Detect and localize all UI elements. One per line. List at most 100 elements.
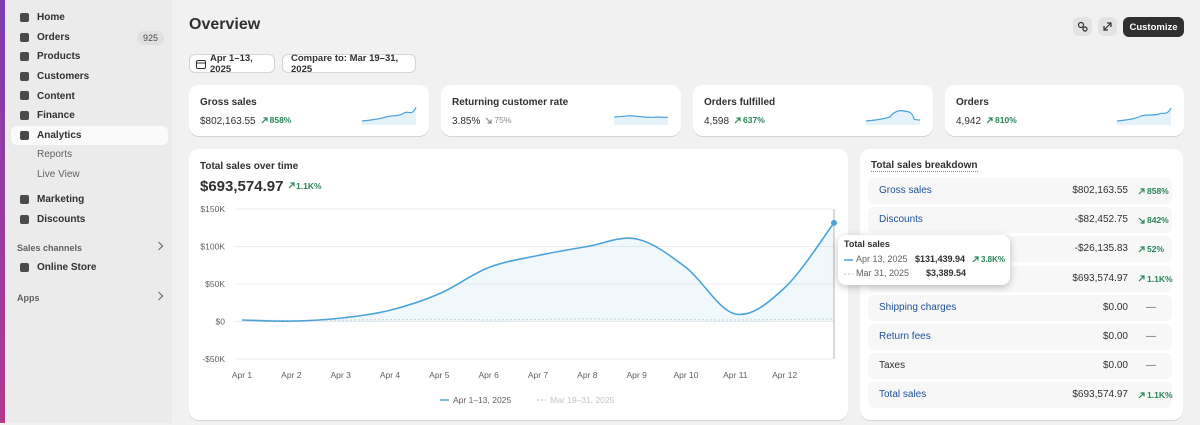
nav-item[interactable]: Orders 925 [11,28,168,48]
nav-icon [20,71,29,81]
sparkline-area [1117,108,1171,125]
metric-value: 4,598 637% [704,115,765,127]
change-value: 858% [1147,186,1169,196]
date-filter[interactable]: Apr 1–13, 2025 [189,52,275,75]
x-tick-label: Apr 10 [673,370,698,380]
nav-label: Content [37,90,75,102]
chart-change: 1.1K% [288,181,322,191]
breakdown-row[interactable]: Discounts -$82,452.75 842% [868,207,1172,234]
breakdown-dash: — [1146,360,1156,372]
section-title[interactable]: Apps [11,288,168,308]
nav-item[interactable]: Analytics [11,125,168,146]
sidebar: Home Orders 925 Products Customers Content Fin… [5,0,172,423]
change-value: 3.8K% [981,255,1006,264]
sparkline-line [866,110,921,122]
nav-label: Marketing [37,194,85,206]
x-tick-label: Apr 6 [479,370,500,380]
metric-card[interactable]: Gross sales $802,163.55 858% [189,85,429,136]
arrow-shape [1138,392,1145,399]
chart-total: $693,574.97 [200,178,283,195]
tooltip-title: Total sales [844,239,890,249]
section-title[interactable]: Sales channels [11,238,168,258]
tooltip-date: Apr 13, 2025 [856,254,908,264]
metric-label: Returning customer rate [452,97,569,108]
area [242,222,834,322]
metric-card[interactable]: Orders fulfilled 4,598 637% [693,85,933,136]
nav-item[interactable]: Finance [11,106,168,126]
tooltip-value: $3,389.54 [926,268,967,278]
breakdown-row[interactable]: Total sales $693,574.97 1.1K% [868,382,1173,409]
sparkline-line [1117,107,1172,122]
nav-icon [20,13,29,22]
expand-button[interactable] [1098,17,1117,36]
x-tick-label: Apr 1 [232,370,253,380]
breakdown-label[interactable]: Total sales [879,389,927,401]
nav-item[interactable]: Online Store [11,258,168,278]
breakdown-row[interactable]: Shipping charges $0.00 — [868,294,1172,321]
nav-subitem[interactable]: Live View [37,169,80,181]
customize-button[interactable]: Customize [1123,17,1184,37]
nav-item[interactable]: Products [11,47,168,67]
breakdown-row: Taxes $0.00 — [868,353,1172,380]
breakdown-value: $693,574.97 [1072,272,1128,284]
metric-number: 4,942 [956,115,982,127]
metric-card[interactable]: Returning customer rate 3.85% 75% [441,85,681,136]
breakdown-card: Total sales breakdown Gross sales $802,16… [860,149,1183,420]
breakdown-value: $0.00 [1102,301,1128,313]
nav-item[interactable]: Content [11,86,168,106]
nav-item[interactable]: Discounts [11,210,168,230]
metric-label: Gross sales [200,97,257,108]
arrow-shape [734,116,741,123]
breakdown-label[interactable]: Return fees [879,331,931,342]
trend-arrow [1138,275,1145,282]
change: 1.1K% [1138,390,1173,400]
compare-filter[interactable]: Compare to: Mar 19–31, 2025 [282,53,416,75]
x-tick-label: Apr 3 [331,370,352,380]
sparkline-line [614,115,669,119]
y-tick-label: $50K [205,279,225,289]
line [241,318,835,321]
change-value: 637% [743,115,765,125]
metric-value: 4,942 810% [956,115,1017,127]
breakdown-label[interactable]: Shipping charges [879,301,957,313]
breakdown-row[interactable]: Return fees $0.00 — [868,324,1172,350]
nav-icon [20,32,29,42]
nav-item[interactable]: Customers [11,67,168,87]
metric-card[interactable]: Orders 4,942 810% [945,85,1184,136]
change: 637% [734,115,765,125]
change-value: 1.1K% [1147,273,1173,284]
breakdown-label: Taxes [879,360,906,372]
nav-icon [20,130,29,140]
nav-label: Home [37,12,65,24]
y-tick-label: $100K [200,242,225,252]
nav-item[interactable]: Marketing [11,190,168,210]
icon-button[interactable] [1073,17,1092,36]
breakdown-row[interactable]: Gross sales $802,163.55 858% [868,178,1172,204]
nav-label: Online Store [37,262,97,274]
change: 842% [1138,215,1169,225]
x-tick-label: Apr 11 [723,370,748,380]
trend-arrow [1138,187,1145,194]
sparkline-area [362,107,416,125]
nav-subitem[interactable]: Reports [37,149,73,161]
legend-label: Apr 1–13, 2025 [453,395,511,405]
nav-icon [20,52,29,62]
breakdown-label[interactable]: Gross sales [879,185,932,196]
metric-number: 4,598 [704,115,730,127]
breakdown-label[interactable]: Discounts [879,214,923,226]
nav-icon [20,194,29,204]
tooltip-swatch [844,259,853,261]
arrow-shape [972,256,979,263]
sparkline [866,110,921,125]
arrow-shape [288,182,295,189]
nav: Home Orders 925 Products Customers Content Fin… [11,8,168,308]
nav-item[interactable]: Home [11,8,168,28]
sparkline [362,107,417,125]
x-tick-label: Apr 8 [577,370,598,380]
nav-badge: 925 [136,30,164,45]
trend-arrow [485,117,492,124]
date-label: Apr 1–13, 2025 [210,52,253,75]
change-value: 75% [494,115,512,125]
nav-label: Analytics [37,129,82,141]
